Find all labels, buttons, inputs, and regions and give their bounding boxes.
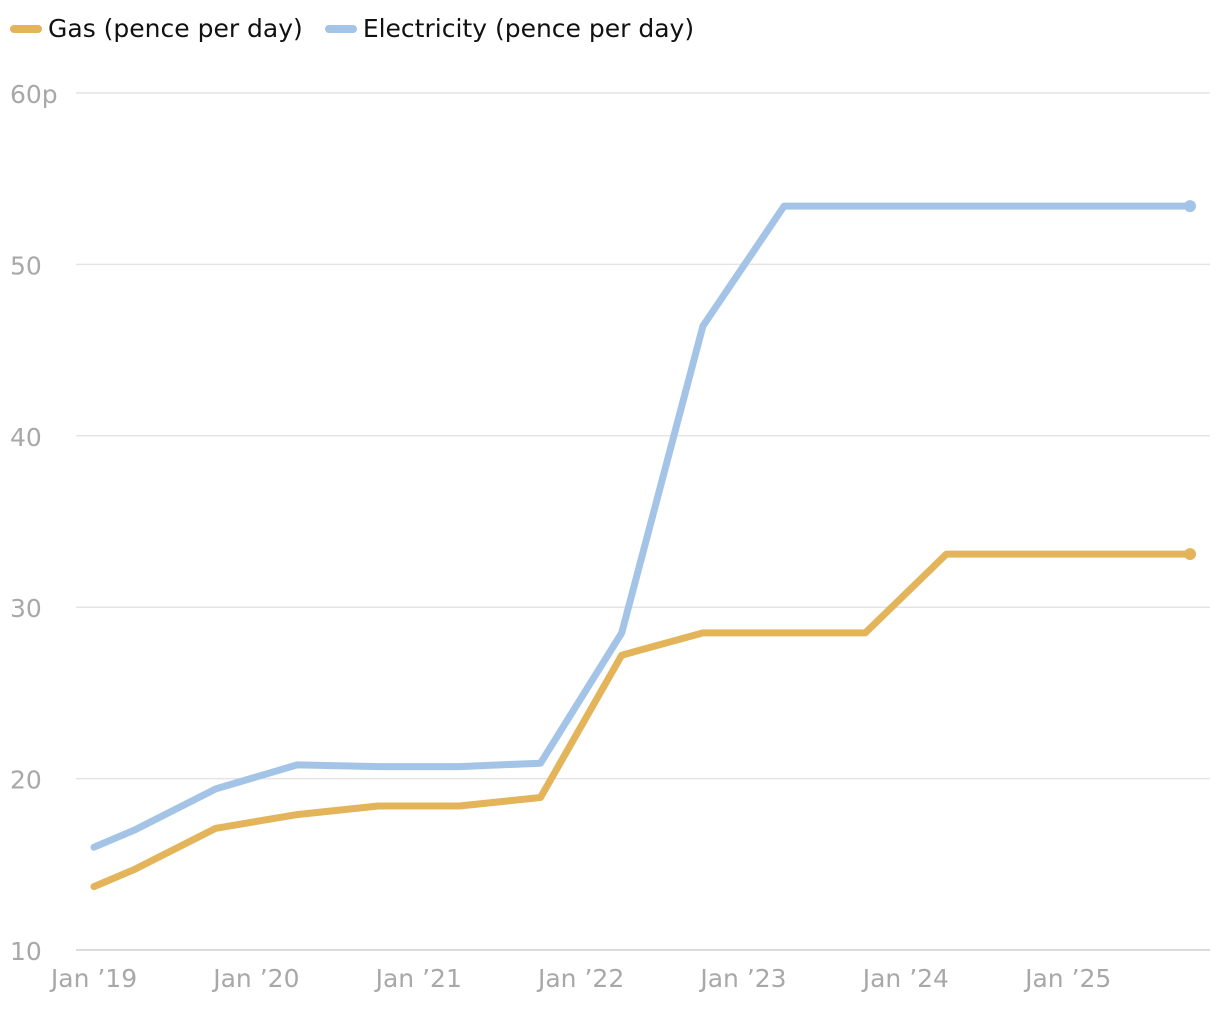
series-lines (90, 202, 1194, 891)
gas-endpoint (1184, 548, 1196, 561)
gas-series-line (90, 550, 1194, 891)
electricity-endpoint (1184, 200, 1196, 213)
x-tick-label: Jan ’19 (49, 964, 137, 993)
y-tick-label: 30 (10, 594, 42, 623)
y-tick-label: 20 (10, 766, 42, 795)
y-tick-label: 10 (10, 937, 42, 966)
legend: Gas (pence per day) Electricity (pence p… (10, 14, 694, 43)
legend-item-gas[interactable]: Gas (pence per day) (10, 14, 303, 43)
x-tick-label: Jan ’24 (861, 964, 949, 993)
x-tick-label: Jan ’23 (698, 964, 786, 993)
x-tick-label: Jan ’25 (1023, 964, 1111, 993)
legend-label-electricity: Electricity (pence per day) (362, 14, 695, 43)
x-tick-label: Jan ’20 (211, 964, 299, 993)
y-tick-label: 60p (10, 80, 58, 109)
x-axis-ticks: Jan ’19 Jan ’20 Jan ’21 Jan ’22 Jan ’23 Jan ’… (49, 964, 1111, 993)
electricity-swatch (324, 24, 357, 33)
series-endpoints (1184, 200, 1196, 561)
y-tick-label: 40 (10, 423, 42, 452)
legend-label-gas: Gas (pence per day) (48, 14, 303, 43)
gridlines (76, 92, 1210, 951)
gas-swatch (10, 24, 42, 33)
x-tick-label: Jan ’22 (536, 964, 624, 993)
y-axis-ticks: 10 20 30 40 50 60p (10, 80, 58, 966)
legend-item-electricity[interactable]: Electricity (pence per day) (324, 14, 695, 43)
electricity-series-line (90, 202, 1194, 851)
y-tick-label: 50 (10, 251, 42, 280)
x-tick-label: Jan ’21 (374, 964, 462, 993)
